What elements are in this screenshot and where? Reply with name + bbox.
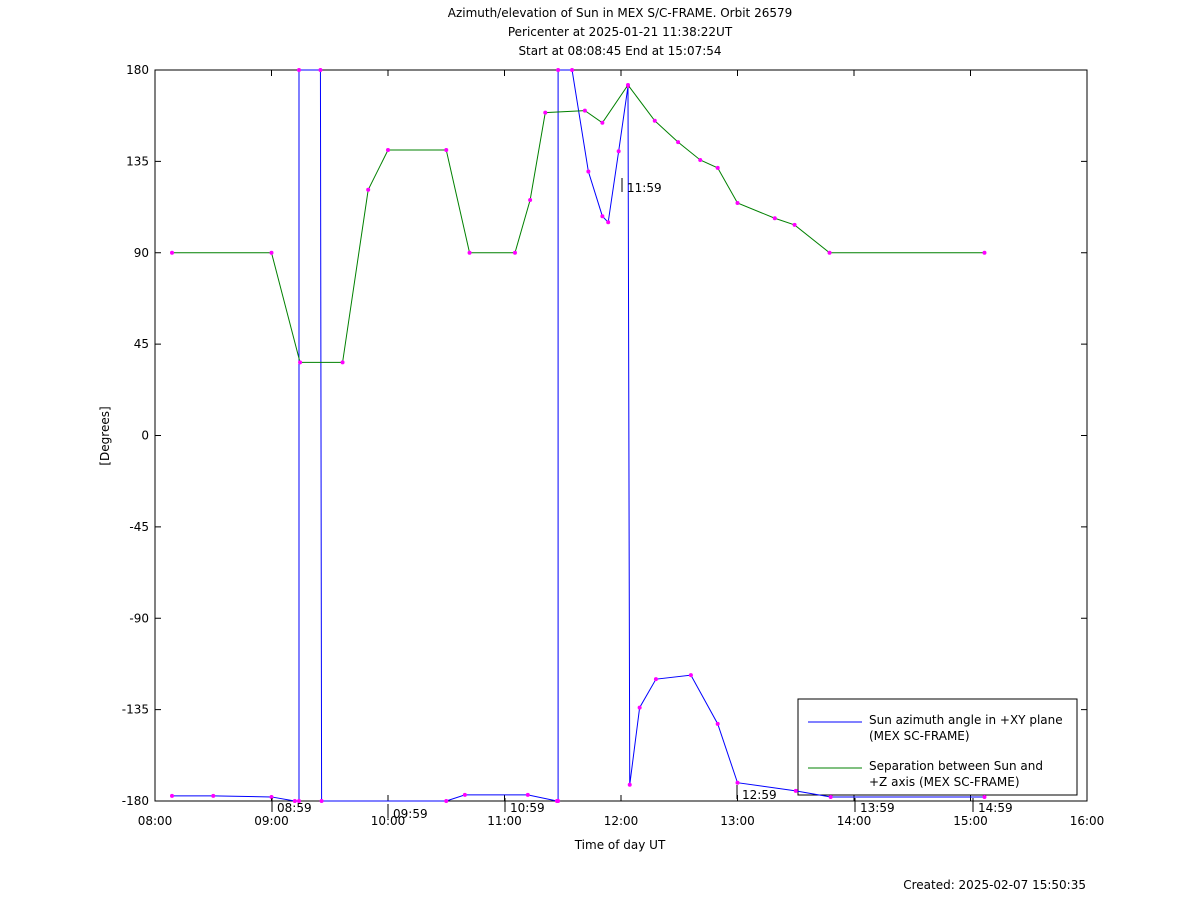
annotation: 13:59 bbox=[860, 801, 895, 815]
x-tick-label: 14:00 bbox=[837, 814, 872, 828]
point-marker bbox=[556, 799, 561, 803]
point-marker bbox=[296, 799, 301, 803]
x-tick-label: 09:00 bbox=[254, 814, 289, 828]
point-marker bbox=[570, 68, 575, 72]
x-tick-label: 16:00 bbox=[1070, 814, 1105, 828]
point-marker bbox=[600, 120, 605, 125]
chart-subtitle: Pericenter at 2025-01-21 11:38:22UT bbox=[508, 25, 733, 39]
point-marker bbox=[735, 201, 740, 206]
point-marker bbox=[444, 799, 449, 803]
point-marker bbox=[467, 250, 472, 255]
point-marker bbox=[698, 157, 703, 162]
point-marker bbox=[828, 794, 833, 799]
point-marker bbox=[269, 794, 274, 799]
point-marker bbox=[319, 799, 324, 803]
x-tick-label: 13:00 bbox=[720, 814, 755, 828]
point-marker bbox=[340, 360, 345, 365]
point-marker bbox=[653, 677, 658, 682]
y-tick-label: -135 bbox=[122, 703, 149, 717]
chart-subtitle: Start at 08:08:45 End at 15:07:54 bbox=[518, 44, 721, 58]
x-axis-label: Time of day UT bbox=[574, 838, 666, 852]
legend-label: Separation between Sun and +Z axis (MEX … bbox=[869, 759, 1043, 789]
point-marker bbox=[982, 794, 987, 799]
point-marker bbox=[512, 250, 517, 255]
x-tick-label: 08:00 bbox=[138, 814, 173, 828]
annotation: 09:59 bbox=[393, 807, 428, 821]
y-tick-label: 45 bbox=[134, 337, 149, 351]
point-marker bbox=[318, 68, 323, 72]
point-marker bbox=[556, 68, 561, 72]
point-marker bbox=[292, 799, 297, 803]
point-marker bbox=[627, 782, 632, 787]
point-marker bbox=[366, 187, 371, 192]
y-tick-label: -180 bbox=[122, 794, 149, 808]
y-tick-label: 180 bbox=[126, 63, 149, 77]
series-line bbox=[172, 69, 985, 802]
point-marker bbox=[676, 140, 681, 145]
point-marker bbox=[715, 721, 720, 726]
x-tick-label: 12:00 bbox=[604, 814, 639, 828]
point-marker bbox=[652, 118, 657, 123]
point-marker bbox=[298, 360, 303, 365]
y-tick-label: 135 bbox=[126, 154, 149, 168]
annotation: 14:59 bbox=[978, 801, 1013, 815]
point-marker bbox=[525, 792, 530, 797]
point-marker bbox=[170, 250, 175, 255]
point-marker bbox=[772, 216, 777, 221]
point-marker bbox=[600, 214, 605, 219]
point-marker bbox=[582, 108, 587, 113]
point-marker bbox=[637, 705, 642, 710]
y-axis-label: [Degrees] bbox=[98, 406, 112, 465]
point-marker bbox=[269, 250, 274, 255]
annotation: 11:59 bbox=[627, 181, 662, 195]
y-tick-label: 90 bbox=[134, 246, 149, 260]
point-marker bbox=[982, 250, 987, 255]
x-tick-label: 10:00 bbox=[371, 814, 406, 828]
series-line bbox=[172, 84, 985, 363]
x-tick-label: 11:00 bbox=[487, 814, 522, 828]
point-marker bbox=[170, 793, 175, 798]
point-marker bbox=[616, 149, 621, 154]
point-marker bbox=[211, 793, 216, 798]
plot-frame bbox=[154, 69, 1088, 802]
point-marker bbox=[792, 222, 797, 227]
point-marker bbox=[528, 197, 533, 202]
point-marker bbox=[688, 673, 693, 678]
point-marker bbox=[715, 165, 720, 170]
point-marker bbox=[386, 148, 390, 153]
y-tick-label: 0 bbox=[141, 429, 149, 443]
y-tick-label: -90 bbox=[129, 611, 149, 625]
point-marker bbox=[735, 780, 740, 785]
point-marker bbox=[827, 250, 832, 255]
point-marker bbox=[296, 68, 301, 72]
annotation: 08:59 bbox=[277, 801, 312, 815]
point-marker bbox=[586, 169, 591, 174]
annotation: 10:59 bbox=[510, 801, 545, 815]
point-marker bbox=[606, 220, 611, 225]
point-marker bbox=[625, 83, 630, 88]
y-tick-label: -45 bbox=[129, 520, 149, 534]
point-marker bbox=[444, 148, 449, 153]
footer: Created: 2025-02-07 15:50:35 bbox=[903, 878, 1086, 892]
point-marker bbox=[543, 110, 548, 115]
point-marker bbox=[793, 788, 798, 793]
point-marker bbox=[462, 792, 467, 797]
legend-label: Sun azimuth angle in +XY plane (MEX SC-F… bbox=[869, 713, 1063, 743]
legend-box bbox=[797, 698, 1078, 796]
x-tick-label: 15:00 bbox=[953, 814, 988, 828]
annotation: 12:59 bbox=[742, 788, 777, 802]
chart-title: Azimuth/elevation of Sun in MEX S/C-FRAM… bbox=[448, 6, 793, 20]
